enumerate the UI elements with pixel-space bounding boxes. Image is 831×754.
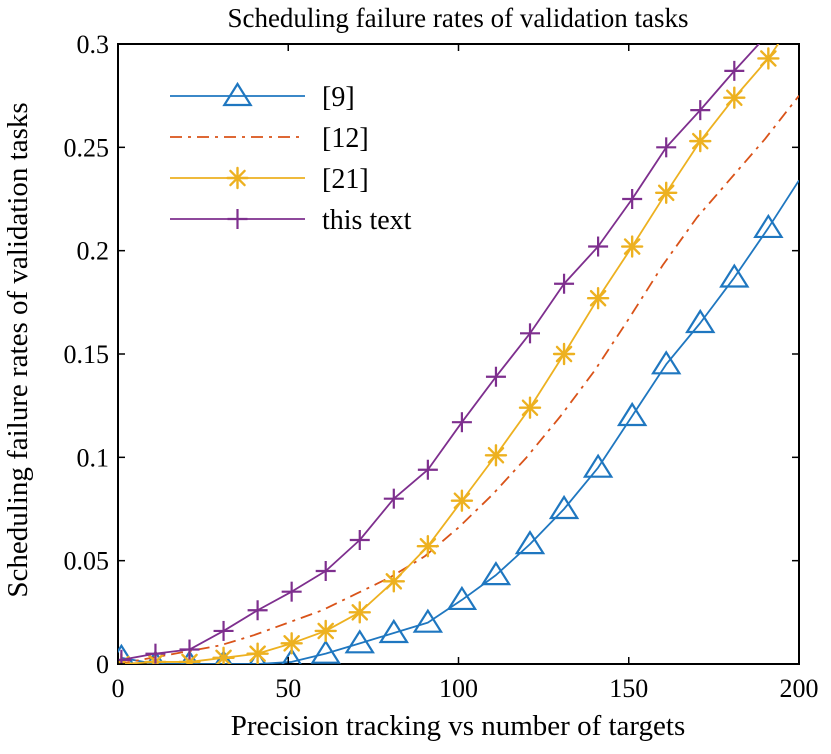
data-point bbox=[620, 235, 644, 258]
data-point bbox=[451, 412, 472, 433]
series-line bbox=[118, 95, 799, 664]
data-point bbox=[548, 494, 580, 520]
y-tick-label: 0.15 bbox=[64, 340, 110, 369]
series-line bbox=[121, 179, 799, 664]
y-tick-label: 0.25 bbox=[64, 133, 110, 162]
data-point bbox=[651, 350, 682, 375]
data-point bbox=[616, 401, 648, 427]
data-point bbox=[520, 323, 541, 344]
data-point bbox=[724, 60, 745, 81]
legend-label: [9] bbox=[322, 82, 355, 113]
data-point bbox=[552, 342, 576, 366]
data-point bbox=[412, 608, 444, 633]
x-axis-title: Precision tracking vs number of targets bbox=[231, 710, 686, 742]
legend-marker bbox=[227, 209, 248, 229]
legend-label: [21] bbox=[322, 164, 369, 195]
y-tick-label: 0.3 bbox=[77, 30, 110, 59]
data-point bbox=[689, 129, 712, 153]
legend-marker bbox=[222, 81, 253, 107]
data-point bbox=[248, 649, 267, 664]
y-tick-label: 0.2 bbox=[77, 237, 110, 266]
data-point bbox=[685, 308, 716, 334]
data-point bbox=[349, 530, 370, 550]
data-point bbox=[655, 181, 678, 205]
plot-area bbox=[117, 43, 800, 665]
x-tick-label: 150 bbox=[609, 674, 648, 703]
x-tick-label: 50 bbox=[275, 674, 301, 703]
legend-entry: [9] bbox=[170, 81, 355, 113]
data-point bbox=[582, 453, 614, 478]
data-point bbox=[484, 444, 508, 467]
data-point bbox=[246, 642, 269, 664]
data-point bbox=[145, 643, 166, 664]
x-tick-label: 0 bbox=[112, 674, 125, 703]
data-point bbox=[417, 459, 438, 480]
data-point bbox=[622, 189, 643, 209]
legend-marker bbox=[226, 166, 249, 190]
legend-label: this text bbox=[322, 205, 412, 236]
y-tick-label: 0 bbox=[96, 650, 109, 679]
data-point bbox=[480, 561, 512, 586]
data-point bbox=[315, 561, 336, 581]
data-point bbox=[383, 488, 404, 509]
data-point bbox=[314, 619, 337, 643]
data-point bbox=[514, 530, 546, 555]
data-point bbox=[118, 649, 132, 664]
data-point bbox=[450, 489, 474, 512]
legend-entry: [12] bbox=[170, 123, 369, 154]
data-point bbox=[753, 213, 784, 239]
series-2 bbox=[118, 95, 799, 664]
y-tick-label: 0.1 bbox=[77, 443, 110, 472]
legend-label: [12] bbox=[322, 123, 369, 154]
data-point bbox=[213, 620, 234, 641]
legend: [9] [12] [21] this text bbox=[170, 81, 412, 236]
data-point bbox=[586, 287, 610, 310]
data-point bbox=[310, 639, 341, 664]
legend-entry: [21] bbox=[170, 164, 369, 195]
data-point bbox=[690, 100, 711, 121]
data-point bbox=[179, 639, 200, 660]
y-axis-title: Scheduling failure rates of validation t… bbox=[2, 102, 34, 597]
chart-title: Scheduling failure rates of validation t… bbox=[227, 3, 688, 33]
data-point bbox=[280, 632, 303, 655]
data-point bbox=[656, 137, 677, 158]
x-tick-label: 200 bbox=[780, 674, 819, 703]
data-point bbox=[378, 618, 409, 644]
data-point bbox=[416, 535, 440, 558]
data-point bbox=[281, 581, 302, 602]
data-point bbox=[212, 646, 235, 664]
data-point bbox=[719, 263, 750, 288]
series-layer bbox=[118, 44, 799, 664]
data-point bbox=[757, 47, 780, 70]
data-point bbox=[446, 585, 478, 611]
data-point bbox=[723, 86, 746, 109]
data-point bbox=[214, 649, 233, 664]
data-point bbox=[247, 600, 268, 621]
data-point bbox=[344, 629, 375, 654]
data-point bbox=[382, 570, 406, 593]
x-tick-label: 100 bbox=[439, 674, 478, 703]
data-point bbox=[281, 647, 302, 664]
data-point bbox=[588, 236, 609, 257]
data-point bbox=[348, 601, 371, 624]
data-point bbox=[554, 273, 575, 294]
y-tick-label: 0.05 bbox=[64, 547, 110, 576]
data-point bbox=[485, 366, 506, 387]
series-4 bbox=[118, 44, 761, 664]
data-point bbox=[518, 396, 542, 419]
legend-entry: this text bbox=[170, 205, 412, 236]
axis-ticks: 0 50 100 150 200 0 0.05 0.1 0.15 0.2 0.25 0.3 bbox=[64, 30, 819, 703]
